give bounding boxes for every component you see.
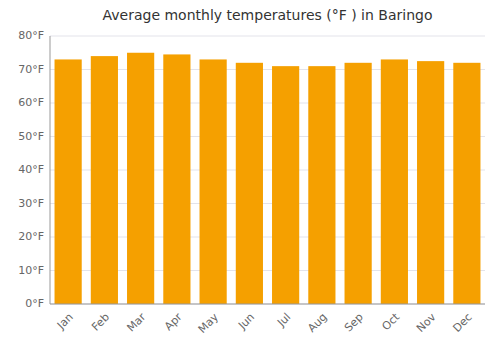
x-tick-label: Sep	[342, 311, 366, 335]
x-tick-label: Mar	[125, 310, 149, 334]
y-axis-line	[50, 36, 51, 304]
y-tick-label: 60°F	[18, 96, 44, 109]
x-tick-label: May	[196, 310, 222, 336]
bar	[55, 59, 82, 304]
bar	[345, 63, 372, 304]
x-tick-label: Feb	[89, 311, 112, 334]
bar	[236, 63, 263, 304]
bar	[91, 56, 118, 304]
x-axis-line	[50, 304, 485, 305]
x-tick-label: Jan	[54, 311, 76, 333]
y-tick-label: 50°F	[18, 130, 44, 143]
y-tick-label: 40°F	[18, 163, 44, 176]
y-tick-label: 0°F	[25, 297, 44, 310]
bar	[417, 61, 444, 304]
bars	[55, 53, 481, 304]
bar	[272, 66, 299, 304]
y-tick-label: 10°F	[18, 264, 44, 277]
x-tick-label: Aug	[305, 311, 329, 335]
bar	[308, 66, 335, 304]
x-tick-label: Jul	[274, 311, 293, 330]
y-tick-label: 20°F	[18, 230, 44, 243]
x-tick-label: Dec	[450, 311, 474, 335]
chart: 0°F 10°F 20°F 30°F 40°F 50°F 60°F 70°F 80°F Jan Fe…	[0, 0, 500, 350]
x-tick-label: Apr	[162, 310, 185, 333]
bar	[127, 53, 154, 304]
grid-line	[50, 304, 485, 305]
x-tick-label: Oct	[380, 310, 403, 333]
bar	[163, 54, 190, 304]
title: Average monthly temperatures (°F ) in Ba…	[103, 7, 433, 23]
bar	[381, 59, 408, 304]
x-tick-label: Jun	[235, 311, 257, 333]
y-grid	[50, 36, 485, 304]
y-tick-label: 70°F	[18, 63, 44, 76]
bar	[453, 63, 480, 304]
grid-line	[50, 36, 485, 37]
bar	[200, 59, 227, 304]
y-tick-label: 30°F	[18, 197, 44, 210]
x-tick-label: Nov	[414, 310, 439, 335]
y-tick-label: 80°F	[18, 29, 44, 42]
